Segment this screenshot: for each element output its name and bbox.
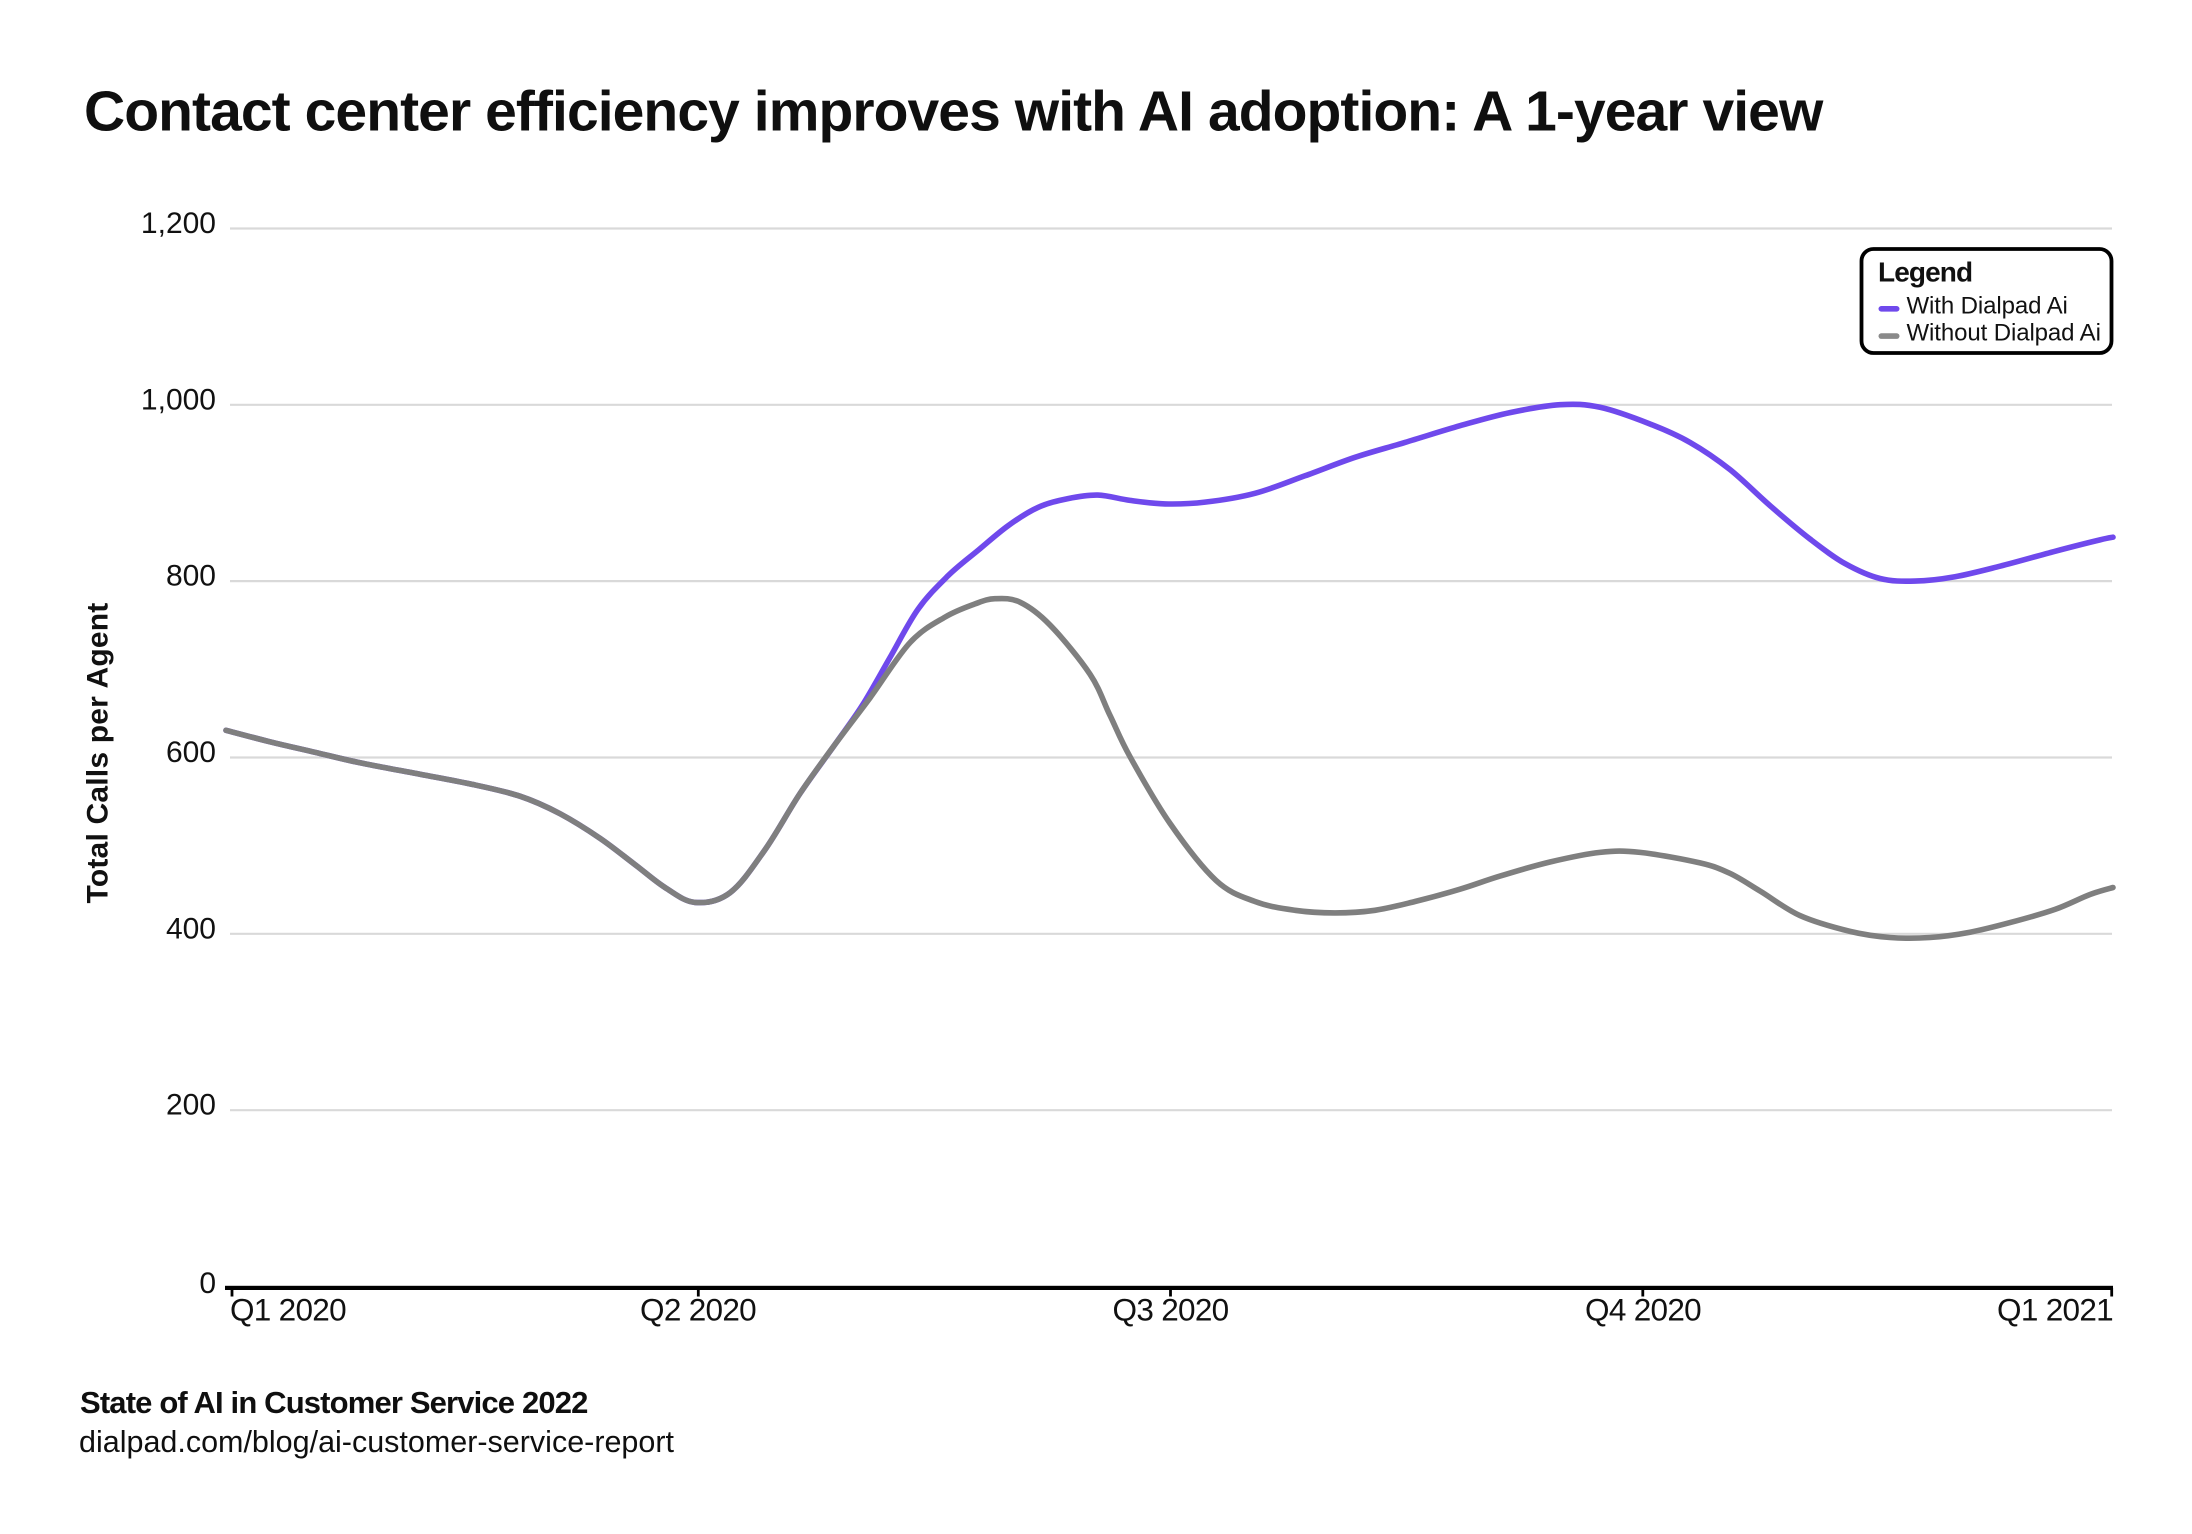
svg-text:Legend: Legend <box>1878 257 1972 288</box>
svg-text:400: 400 <box>166 912 216 945</box>
svg-text:Q4 2020: Q4 2020 <box>1585 1292 1701 1328</box>
svg-text:dialpad.com/blog/ai-customer-s: dialpad.com/blog/ai-customer-service-rep… <box>79 1425 675 1459</box>
svg-text:800: 800 <box>166 560 216 593</box>
svg-text:State of AI in Customer Servic: State of AI in Customer Service 2022 <box>80 1385 588 1420</box>
svg-text:Q1 2021: Q1 2021 <box>1997 1292 2113 1328</box>
svg-text:Without Dialpad Ai: Without Dialpad Ai <box>1907 320 2101 347</box>
svg-text:1,200: 1,200 <box>141 207 216 240</box>
svg-text:1,000: 1,000 <box>141 383 216 416</box>
svg-text:Total Calls per Agent: Total Calls per Agent <box>82 603 115 904</box>
svg-text:Q3 2020: Q3 2020 <box>1113 1292 1229 1328</box>
svg-text:600: 600 <box>166 736 216 769</box>
svg-text:With Dialpad Ai: With Dialpad Ai <box>1907 293 2068 320</box>
svg-text:0: 0 <box>199 1267 216 1300</box>
svg-text:Q2 2020: Q2 2020 <box>640 1292 756 1328</box>
svg-text:Contact center efficiency impr: Contact center efficiency improves with … <box>84 80 1824 144</box>
svg-text:200: 200 <box>166 1089 216 1122</box>
svg-text:Q1 2020: Q1 2020 <box>230 1292 346 1328</box>
